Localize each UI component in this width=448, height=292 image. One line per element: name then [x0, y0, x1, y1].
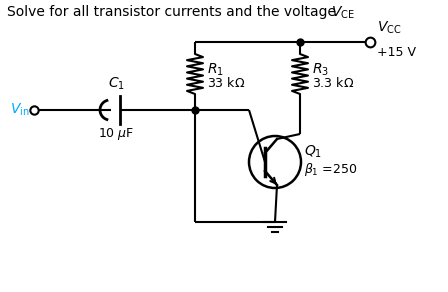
- Text: $R_3$: $R_3$: [312, 62, 329, 78]
- Text: +15 V: +15 V: [377, 46, 416, 59]
- Text: $V_{\rm CE}$: $V_{\rm CE}$: [331, 5, 355, 21]
- Text: 10 $\mu$F: 10 $\mu$F: [98, 126, 134, 142]
- Text: $\beta_1$ =250: $\beta_1$ =250: [304, 161, 358, 178]
- Text: $C_1$: $C_1$: [108, 76, 125, 92]
- Text: $Q_1$: $Q_1$: [304, 144, 322, 160]
- Text: $V_{\rm in}$: $V_{\rm in}$: [10, 102, 30, 118]
- Text: $V_{\rm CC}$: $V_{\rm CC}$: [377, 20, 401, 36]
- Text: Solve for all transistor currents and the voltage: Solve for all transistor currents and th…: [7, 5, 340, 19]
- Text: $R_1$: $R_1$: [207, 62, 224, 78]
- Text: 3.3 k$\Omega$: 3.3 k$\Omega$: [312, 76, 354, 90]
- Text: 33 k$\Omega$: 33 k$\Omega$: [207, 76, 245, 90]
